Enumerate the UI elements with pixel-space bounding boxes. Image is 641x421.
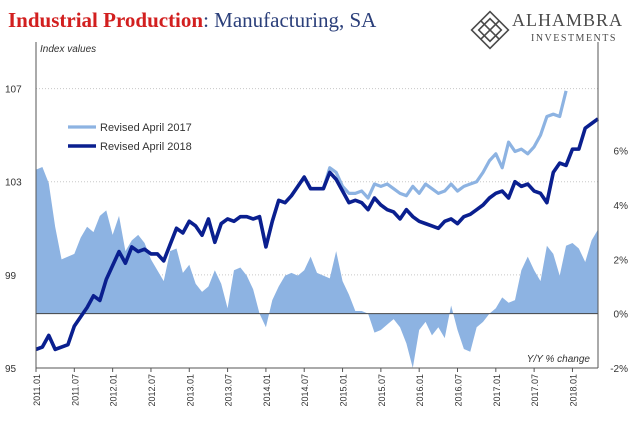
right-tick-label: 6% — [614, 147, 629, 158]
x-tick-label: 2015.01 — [339, 374, 349, 407]
x-tick-label: 2016.07 — [454, 374, 464, 407]
logo-subtitle: INVESTMENTS — [531, 33, 617, 44]
axes-group: 95 99 103 107 -2% 0% 2% 4% 6% 2011.01 2011.07 2012.… — [5, 42, 628, 407]
alhambra-logo: ALHAMBRA INVESTMENTS — [468, 8, 638, 52]
right-tick-label: 0% — [614, 310, 629, 321]
right-tick-label: 4% — [614, 201, 629, 212]
x-tick-label: 2011.07 — [70, 374, 80, 406]
x-tick-label: 2016.01 — [415, 374, 425, 407]
alhambra-diamond-logo-icon — [470, 10, 510, 50]
yoy-area — [36, 166, 598, 368]
legend-label: Revised April 2018 — [100, 141, 192, 153]
x-tick-label: 2017.01 — [492, 374, 502, 407]
left-tick-label: 103 — [5, 178, 22, 189]
right-tick-label: -2% — [610, 364, 628, 375]
x-tick-label: 2013.07 — [224, 374, 234, 407]
chart-title-bold: Industrial Production — [8, 8, 204, 32]
x-tick-label: 2014.01 — [262, 374, 272, 407]
right-tick-label: 2% — [614, 255, 629, 266]
logo-name: ALHAMBRA — [512, 10, 624, 30]
left-axis-label: Index values — [40, 44, 96, 55]
left-tick-label: 107 — [5, 85, 22, 96]
x-tick-label: 2012.01 — [109, 374, 119, 407]
x-tick-label: 2018.01 — [568, 374, 578, 407]
x-tick-label: 2013.01 — [185, 374, 195, 407]
right-axis-label: Y/Y % change — [527, 354, 591, 365]
chart-title: Industrial Production: Manufacturing, SA — [8, 8, 376, 33]
left-tick-label: 99 — [5, 271, 17, 282]
legend-label: Revised April 2017 — [100, 122, 192, 134]
revised-2018-line — [35, 117, 600, 352]
legend: Revised April 2017 Revised April 2018 — [68, 122, 192, 153]
chart-title-rest: : Manufacturing, SA — [203, 8, 377, 32]
x-tick-label: 2015.07 — [377, 374, 387, 407]
left-tick-label: 95 — [5, 364, 17, 375]
x-tick-label: 2012.07 — [147, 374, 157, 407]
index-lines-group — [35, 90, 600, 352]
x-tick-label: 2014.07 — [300, 374, 310, 407]
x-tick-label: 2011.01 — [32, 374, 42, 406]
yoy-area-group — [36, 166, 598, 368]
x-tick-label: 2017.07 — [530, 374, 540, 407]
